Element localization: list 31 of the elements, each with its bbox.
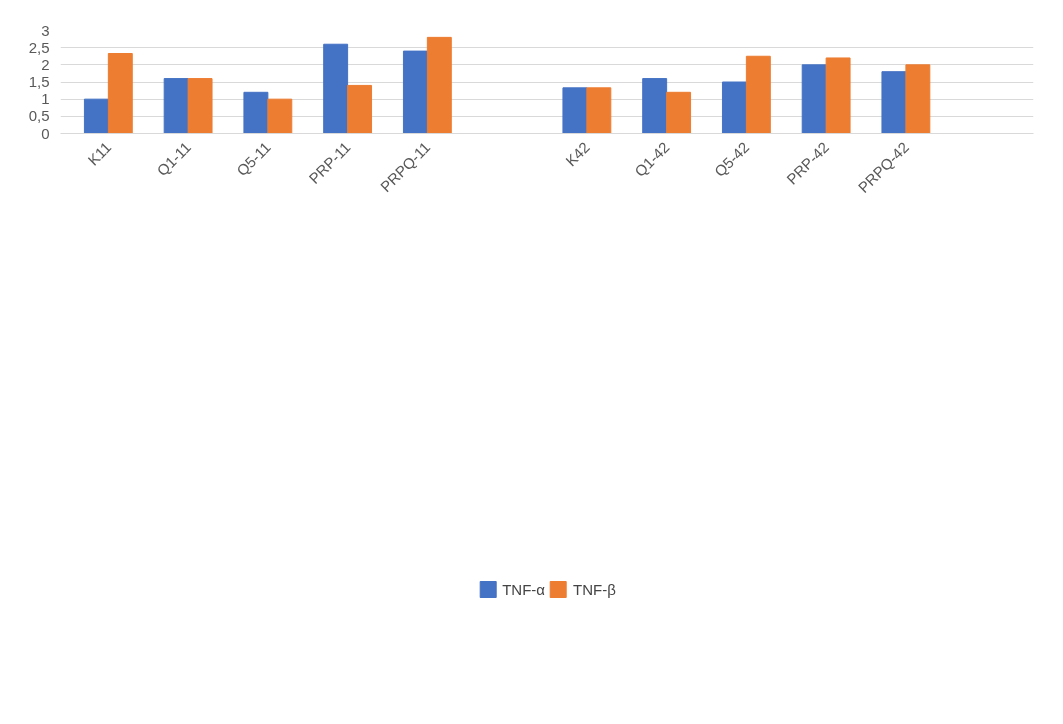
- bar: [347, 84, 373, 134]
- bar: [721, 81, 747, 134]
- bar: [323, 43, 349, 134]
- bar: [666, 91, 692, 134]
- y-tick-label: 1: [41, 90, 50, 108]
- bar: [881, 71, 907, 134]
- x-tick-label: K11: [84, 138, 115, 169]
- bar: [426, 36, 452, 134]
- y-tick-label: 0,5: [28, 107, 50, 125]
- bar: [243, 91, 269, 134]
- bar: [402, 50, 428, 134]
- legend-label: TNF-β: [573, 580, 616, 598]
- x-tick-label: K42: [561, 138, 593, 170]
- y-tick-label: 3: [41, 21, 50, 39]
- y-tick-label: 0: [41, 124, 50, 142]
- bar: [267, 98, 293, 134]
- bar: [107, 53, 133, 134]
- bar: [562, 87, 588, 134]
- legend-label: TNF-α: [502, 580, 546, 598]
- bar: [83, 98, 109, 134]
- bar: [163, 78, 189, 134]
- bar: [825, 57, 851, 134]
- bar: [586, 87, 612, 134]
- bar: [905, 64, 931, 134]
- y-tick-label: 1,5: [28, 73, 50, 90]
- y-tick-label: 2: [41, 55, 50, 73]
- bar: [745, 55, 771, 134]
- bar: [187, 78, 213, 134]
- bar: [642, 78, 668, 134]
- bar: [801, 64, 827, 134]
- y-tick-label: 2,5: [28, 38, 50, 56]
